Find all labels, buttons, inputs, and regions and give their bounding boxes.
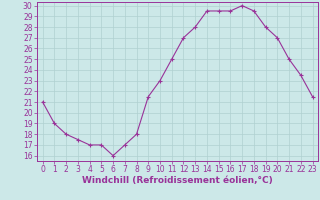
X-axis label: Windchill (Refroidissement éolien,°C): Windchill (Refroidissement éolien,°C) [82,176,273,185]
